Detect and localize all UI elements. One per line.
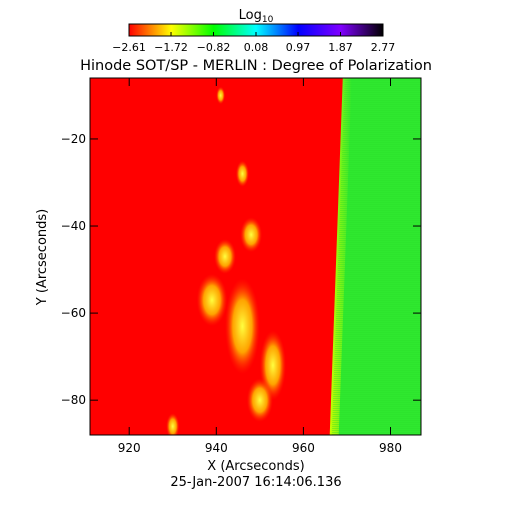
bright-patch <box>166 413 180 435</box>
y-tick-label: −80 <box>61 393 86 407</box>
x-tick-label: 920 <box>118 441 141 455</box>
colorbar-label: Log10 <box>239 8 274 25</box>
colorbar-ticks: −2.61 −1.72 −0.82 0.08 0.97 1.87 2.77 <box>112 32 395 54</box>
bright-patches <box>166 86 286 435</box>
colorbar-tick-label: 0.97 <box>286 41 311 54</box>
bright-patch <box>216 86 226 105</box>
bright-patch <box>214 239 236 274</box>
plot-frame <box>89 77 422 436</box>
y-tick-label: −40 <box>61 219 86 233</box>
bright-patch <box>235 160 249 187</box>
colorbar-tick-label: −1.72 <box>154 41 188 54</box>
x-axis-label: X (Arcseconds) <box>207 459 304 474</box>
off-limb-texture <box>331 78 421 435</box>
x-tick-label: 940 <box>205 441 228 455</box>
colorbar-tick-label: 0.08 <box>244 41 269 54</box>
colorbar-tick-label: 1.87 <box>328 41 353 54</box>
y-axis-ticks: −20 −40 −60 −80 <box>61 132 421 407</box>
bright-patch <box>240 217 263 253</box>
y-tick-label: −60 <box>61 306 86 320</box>
chart-title: Hinode SOT/SP - MERLIN : Degree of Polar… <box>80 58 432 74</box>
colorbar-tick-label: −0.82 <box>197 41 231 54</box>
bright-patch <box>196 273 228 327</box>
plot-area <box>90 78 421 435</box>
colorbar-tick-label: 2.77 <box>371 41 396 54</box>
observation-timestamp: 25-Jan-2007 16:14:06.136 <box>170 475 341 490</box>
y-axis-label: Y (Arcseconds) <box>35 209 50 306</box>
bright-patch <box>246 378 273 422</box>
y-tick-label: −20 <box>61 132 86 146</box>
x-tick-label: 980 <box>379 441 402 455</box>
x-tick-label: 960 <box>292 441 315 455</box>
x-axis-ticks: 920 940 960 980 <box>118 78 402 455</box>
colorbar-tick-label: −2.61 <box>112 41 146 54</box>
bright-patch <box>225 278 260 375</box>
